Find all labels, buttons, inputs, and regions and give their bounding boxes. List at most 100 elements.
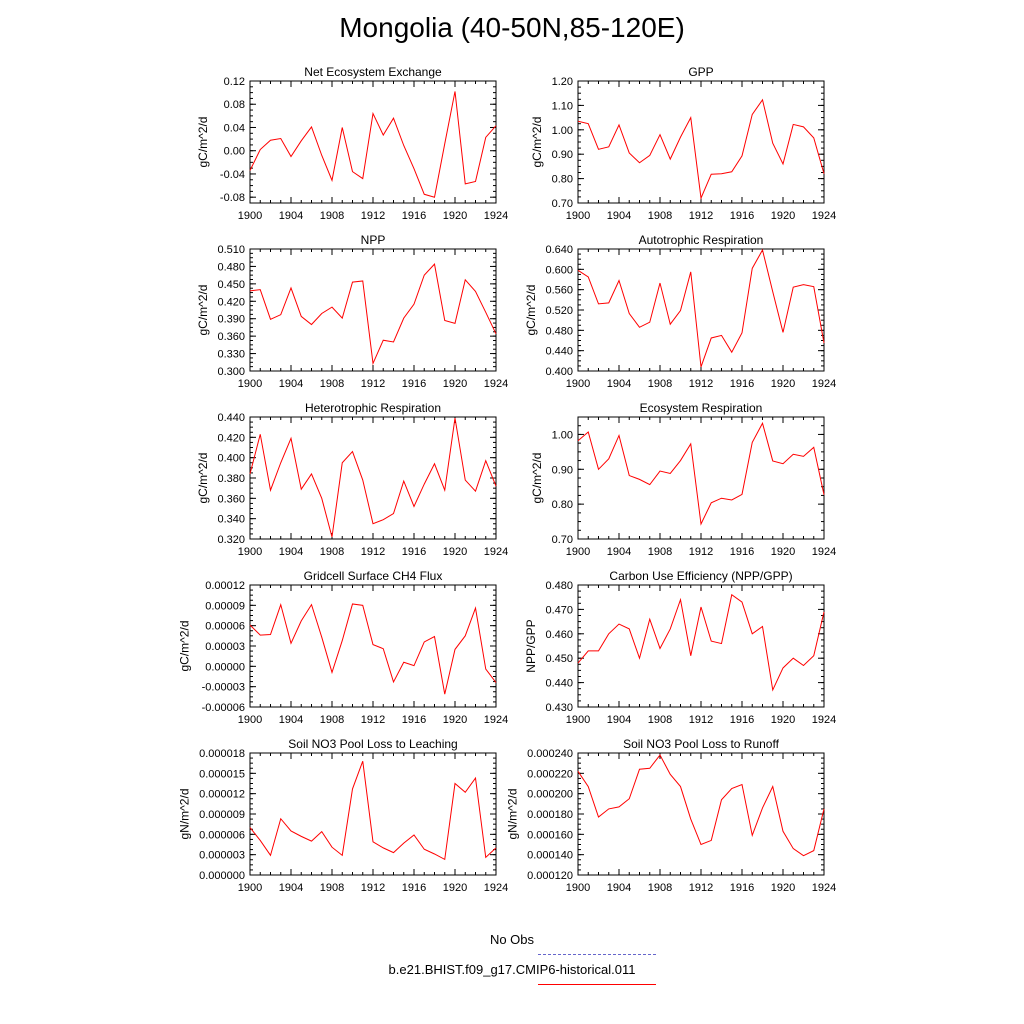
- panel-6: Ecosystem Respiration 1900 1904 1908 1912 191…: [530, 401, 836, 558]
- legend-label-no-obs: No Obs: [489, 932, 535, 947]
- y-tick-label: 0.80: [552, 174, 573, 186]
- panel-5: Heterotrophic Respiration 1900 1904 1908 191…: [196, 401, 508, 558]
- series-line-1: [577, 98, 825, 201]
- y-tick-label: -0.08: [220, 192, 245, 204]
- y-tick-label: 0.000220: [527, 768, 573, 780]
- y-tick-label: 0.450: [545, 653, 573, 665]
- y-tick-label: 0.00006: [205, 621, 245, 633]
- x-tick-label: 1908: [648, 546, 672, 558]
- y-tick-label: 0.360: [217, 331, 245, 343]
- x-tick-label: 1920: [443, 210, 467, 222]
- x-tick-label: 1904: [607, 378, 631, 390]
- y-tick-label: 0.000009: [199, 809, 245, 821]
- series-line-1: [249, 91, 497, 198]
- y-tick-label: 0.460: [545, 629, 573, 641]
- series-line-1: [577, 754, 825, 857]
- y-tick-label: 0.320: [217, 534, 245, 546]
- y-tick-label: 1.20: [552, 76, 573, 88]
- y-tick-label: 0.440: [217, 412, 245, 424]
- plot-frame: [577, 248, 825, 372]
- x-tick-label: 1908: [320, 546, 344, 558]
- x-tick-label: 1904: [607, 882, 631, 894]
- x-tick-label: 1916: [402, 546, 426, 558]
- y-tick-label: 0.440: [545, 346, 573, 358]
- x-tick-label: 1912: [689, 210, 713, 222]
- y-axis-label: gN/m^2/d: [505, 789, 519, 840]
- x-tick-label: 1924: [484, 882, 508, 894]
- y-tick-label: 0.600: [545, 264, 573, 276]
- y-axis-label: gC/m^2/d: [196, 453, 210, 504]
- y-tick-label: 0.430: [545, 702, 573, 714]
- y-tick-label: 0.04: [224, 122, 245, 134]
- y-tick-label: 0.300: [217, 366, 245, 378]
- x-tick-label: 1912: [361, 378, 385, 390]
- x-tick-label: 1904: [279, 210, 303, 222]
- panel-9: Soil NO3 Pool Loss to Leaching 1900 1904 19…: [177, 737, 508, 894]
- series-line-1: [249, 263, 497, 366]
- x-tick-label: 1908: [648, 714, 672, 726]
- legend-line-no-obs: [538, 954, 656, 955]
- x-tick-label: 1920: [443, 882, 467, 894]
- y-tick-label: 0.00003: [205, 641, 245, 653]
- x-tick-label: 1916: [402, 714, 426, 726]
- x-tick-label: 1920: [771, 882, 795, 894]
- y-axis-label: gC/m^2/d: [196, 285, 210, 336]
- y-tick-label: 1.10: [552, 100, 573, 112]
- y-tick-label: 0.00000: [205, 661, 245, 673]
- plot-frame: [249, 416, 497, 540]
- y-tick-label: -0.00003: [202, 682, 245, 694]
- y-tick-label: 0.420: [217, 432, 245, 444]
- x-tick-label: 1900: [566, 378, 590, 390]
- x-tick-label: 1924: [484, 210, 508, 222]
- y-tick-label: -0.00006: [202, 702, 245, 714]
- x-tick-label: 1904: [279, 378, 303, 390]
- x-tick-label: 1924: [812, 378, 836, 390]
- x-tick-label: 1908: [648, 378, 672, 390]
- x-tick-label: 1904: [607, 546, 631, 558]
- y-axis-label: gC/m^2/d: [524, 285, 538, 336]
- panel-7: Gridcell Surface CH4 Flux 1900 1904 1908 191…: [177, 569, 508, 726]
- y-tick-label: 0.00: [224, 146, 245, 158]
- y-tick-label: -0.04: [220, 169, 245, 181]
- plot-frame: [249, 752, 497, 876]
- x-tick-label: 1924: [812, 546, 836, 558]
- panel-title: NPP: [361, 233, 386, 247]
- y-tick-label: 0.450: [217, 279, 245, 291]
- y-axis-label: gN/m^2/d: [177, 789, 191, 840]
- x-tick-label: 1920: [771, 378, 795, 390]
- panel-3: NPP 1900 1904 1908 1912 1916 1920 1924 0.300 0.33…: [196, 233, 508, 390]
- x-tick-label: 1920: [771, 714, 795, 726]
- y-tick-label: 0.420: [217, 296, 245, 308]
- x-tick-label: 1904: [279, 714, 303, 726]
- x-tick-label: 1924: [484, 714, 508, 726]
- x-tick-label: 1900: [238, 546, 262, 558]
- panel-title: Ecosystem Respiration: [640, 401, 763, 415]
- y-tick-label: 0.340: [217, 514, 245, 526]
- x-tick-label: 1924: [812, 714, 836, 726]
- y-tick-label: 0.90: [552, 464, 573, 476]
- series-line-1: [577, 593, 825, 692]
- y-tick-label: 0.000200: [527, 789, 573, 801]
- x-tick-label: 1912: [689, 882, 713, 894]
- y-tick-label: 0.560: [545, 285, 573, 297]
- x-tick-label: 1920: [771, 210, 795, 222]
- x-tick-label: 1916: [730, 210, 754, 222]
- y-tick-label: 0.00009: [205, 600, 245, 612]
- x-tick-label: 1920: [443, 546, 467, 558]
- x-tick-label: 1924: [812, 882, 836, 894]
- figure-title: Mongolia (40-50N,85-120E): [339, 12, 685, 43]
- x-tick-label: 1916: [730, 378, 754, 390]
- y-tick-label: 0.000120: [527, 870, 573, 882]
- y-tick-label: 0.000012: [199, 789, 245, 801]
- panel-title: Heterotrophic Respiration: [305, 401, 441, 415]
- x-tick-label: 1908: [648, 210, 672, 222]
- x-tick-label: 1908: [320, 714, 344, 726]
- x-tick-label: 1908: [320, 882, 344, 894]
- x-tick-label: 1920: [443, 378, 467, 390]
- y-tick-label: 0.510: [217, 244, 245, 256]
- y-tick-label: 0.000006: [199, 829, 245, 841]
- panel-2: GPP 1900 1904 1908 1912 1916 1920 1924 0.70 0.80 0…: [530, 65, 836, 222]
- panel-8: Carbon Use Efficiency (NPP/GPP) 1900 1904 1…: [524, 569, 836, 726]
- series-line-1: [249, 417, 497, 538]
